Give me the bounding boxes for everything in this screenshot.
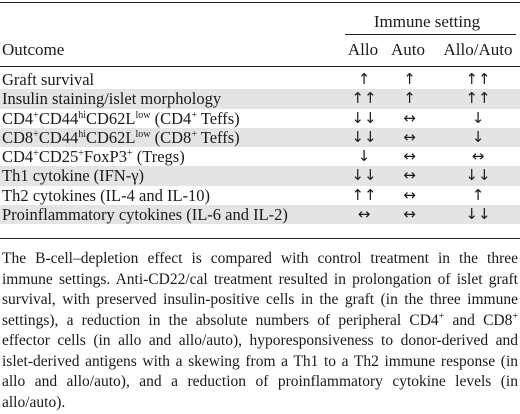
auto-value: ↔ — [383, 204, 436, 224]
outcome-label: Proinflammatory cytokines (IL-6 and IL-2… — [0, 204, 345, 224]
immune-setting-heading: Immune setting — [373, 12, 481, 31]
auto-value: ↔ — [383, 166, 436, 186]
header-rule — [0, 66, 520, 67]
alloauto-value: ↓↓ — [436, 204, 520, 224]
alloauto-value: ↑ — [471, 185, 485, 204]
alloauto-value: ↓ — [436, 127, 520, 147]
table-footnote: The B-cell–depletion effect is compared … — [2, 250, 518, 411]
allo-value: ↑↑ — [351, 185, 377, 204]
outcome-label: Graft survival — [2, 70, 95, 90]
outcome-label: CD8+CD44hiCD62Llow (CD8+ Teffs) — [0, 127, 345, 147]
allo-value: ↓↓ — [345, 127, 383, 147]
auto-value: ↑ — [383, 89, 436, 109]
table-row: CD4+CD25+FoxP3+ (Tregs) ↓ ↔ ↔ — [0, 147, 520, 166]
alloauto-value: ↑↑ — [436, 89, 520, 109]
alloauto-value: ↓ — [471, 108, 485, 127]
alloauto-value: ↔ — [471, 147, 485, 166]
table-row: Graft survival ↑ ↑ ↑↑ — [0, 70, 520, 89]
auto-value: ↔ — [403, 185, 416, 204]
top-rule — [0, 2, 520, 3]
table-row: CD8+CD44hiCD62Llow (CD8+ Teffs) ↓↓ ↔ ↓ — [0, 127, 520, 147]
allo-value: ↔ — [345, 204, 383, 224]
table-row: Th1 cytokine (IFN-γ) ↓↓ ↔ ↓↓ — [0, 166, 520, 186]
alloauto-value: ↑↑ — [465, 70, 491, 89]
allo-value: ↓↓ — [351, 108, 377, 127]
allo-column-heading: Allo — [347, 40, 379, 59]
allo-value: ↓↓ — [345, 166, 383, 186]
alloauto-value: ↓↓ — [436, 166, 520, 186]
table-row: Th2 cytokines (IL-4 and IL-10) ↑↑ ↔ ↑ — [0, 186, 520, 205]
alloauto-column-heading: Allo/Auto — [443, 40, 513, 59]
table-body: Graft survival ↑ ↑ ↑↑ Insulin staining/islet… — [0, 70, 520, 224]
auto-value: ↔ — [403, 147, 416, 166]
auto-value: ↔ — [403, 108, 416, 127]
outcome-label: Th1 cytokine (IFN-γ) — [0, 166, 345, 186]
table-row: CD4+CD44hiCD62Llow (CD4+ Teffs) ↓↓ ↔ ↓ — [0, 109, 520, 128]
allo-value: ↓ — [357, 147, 371, 166]
allo-value: ↑↑ — [345, 89, 383, 109]
outcome-label: Insulin staining/islet morphology — [0, 89, 345, 109]
auto-column-heading: Auto — [391, 40, 425, 59]
table-row: Proinflammatory cytokines (IL-6 and IL-2… — [0, 204, 520, 224]
bottom-rule — [0, 238, 520, 239]
auto-value: ↔ — [383, 127, 436, 147]
group-heading-rule — [345, 34, 516, 35]
table-row: Insulin staining/islet morphology ↑↑ ↑ ↑↑ — [0, 89, 520, 109]
outcome-label: CD4+CD44hiCD62Llow (CD4+ Teffs) — [2, 108, 240, 128]
allo-value: ↑ — [357, 70, 371, 89]
outcome-column-heading: Outcome — [2, 40, 65, 59]
outcome-table: Graft survival ↑ ↑ ↑↑ Insulin staining/islet… — [0, 70, 520, 224]
auto-value: ↑ — [403, 70, 416, 89]
outcome-label: CD4+CD25+FoxP3+ (Tregs) — [2, 147, 185, 167]
outcome-label: Th2 cytokines (IL-4 and IL-10) — [2, 185, 211, 205]
